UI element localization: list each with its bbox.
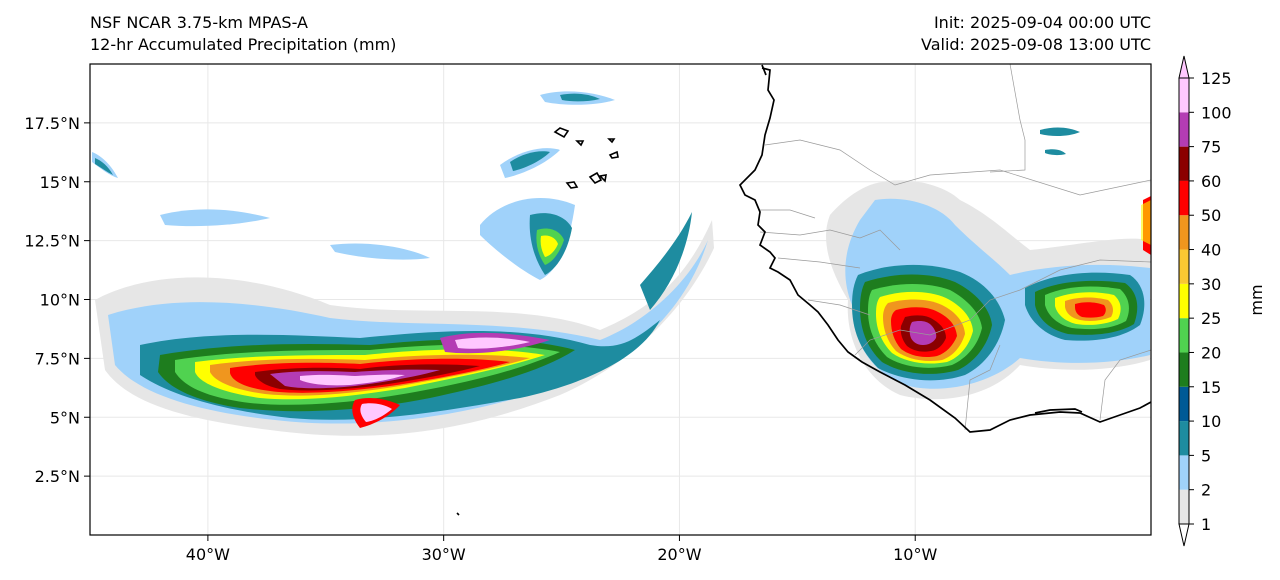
colorbar-segment <box>1179 386 1189 422</box>
map-panel: 40°W 30°W 20°W 10°W 2.5°N 5°N 7.5°N 10°N 12.5°N… <box>24 63 1152 564</box>
colorbar-segment <box>1179 352 1189 387</box>
country-borders <box>759 64 1151 431</box>
colorbar-tick-label: 75 <box>1201 138 1221 157</box>
valid-time: Valid: 2025-09-08 13:00 UTC <box>920 35 1151 54</box>
colorbar-tick-label: 60 <box>1201 172 1221 191</box>
lon-tick-label: 40°W <box>186 545 230 564</box>
lat-tick-label: 5°N <box>50 408 80 427</box>
model-title: NSF NCAR 3.75-km MPAS-A <box>90 13 308 32</box>
lat-tick-label: 17.5°N <box>24 114 80 133</box>
lat-tick-label: 15°N <box>40 173 80 192</box>
lon-tick-label: 20°W <box>657 545 701 564</box>
island-outlines <box>456 127 619 516</box>
colorbar-segment <box>1179 78 1189 113</box>
colorbar-tick-label: 15 <box>1201 378 1221 397</box>
longitude-axis: 40°W 30°W 20°W 10°W <box>186 535 937 564</box>
scattered-rain-streaks <box>92 91 1080 310</box>
lat-tick-label: 7.5°N <box>35 349 80 368</box>
colorbar-tick-label: 25 <box>1201 309 1221 328</box>
colorbar-segment <box>1179 180 1189 216</box>
precipitation-field <box>92 64 1151 516</box>
lat-tick-label: 10°N <box>40 291 80 310</box>
colorbar-extend-max <box>1178 55 1190 79</box>
colorbar-extend-min <box>1178 523 1190 547</box>
colorbar-tick-label: 100 <box>1201 103 1232 122</box>
colorbar-segment <box>1179 146 1189 181</box>
colorbar-segment <box>1179 318 1189 353</box>
colorbar-segment <box>1179 112 1189 147</box>
colorbar-segment <box>1179 249 1189 284</box>
colorbar-segment <box>1179 215 1189 250</box>
lon-tick-label: 10°W <box>893 545 937 564</box>
time-block: Init: 2025-09-04 00:00 UTC Valid: 2025-0… <box>921 12 1151 56</box>
colorbar-unit-label: mm <box>1247 284 1266 315</box>
colorbar-tick-label: 10 <box>1201 412 1221 431</box>
init-time: Init: 2025-09-04 00:00 UTC <box>933 13 1151 32</box>
colorbar-tick-label: 30 <box>1201 275 1221 294</box>
colorbar-tick-label: 50 <box>1201 206 1221 225</box>
colorbar-segment <box>1179 421 1189 456</box>
colorbar-tick-label: 125 <box>1201 69 1232 88</box>
colorbar-segment <box>1179 283 1189 319</box>
itcz-rain-band <box>95 220 714 436</box>
colorbar-tick-label: 20 <box>1201 343 1221 362</box>
colorbar-tick-label: 5 <box>1201 446 1211 465</box>
colorbar-segment <box>1179 455 1189 490</box>
title-block: NSF NCAR 3.75-km MPAS-A 12-hr Accumulate… <box>90 12 396 56</box>
colorbar-tick-label: 1 <box>1201 515 1211 534</box>
lat-tick-label: 12.5°N <box>24 232 80 251</box>
colorbar-frame <box>1178 77 1190 525</box>
latitude-axis: 2.5°N 5°N 7.5°N 10°N 12.5°N 15°N 17.5°N <box>24 114 90 486</box>
colorbar-tick-label: 40 <box>1201 241 1221 260</box>
field-title: 12-hr Accumulated Precipitation (mm) <box>90 35 397 54</box>
west-africa-convection <box>826 180 1151 400</box>
colorbar-segment <box>1179 489 1189 524</box>
coastline <box>738 64 1151 433</box>
lon-tick-label: 30°W <box>422 545 466 564</box>
lat-tick-label: 2.5°N <box>35 467 80 486</box>
colorbar-tick-label: 2 <box>1201 481 1211 500</box>
